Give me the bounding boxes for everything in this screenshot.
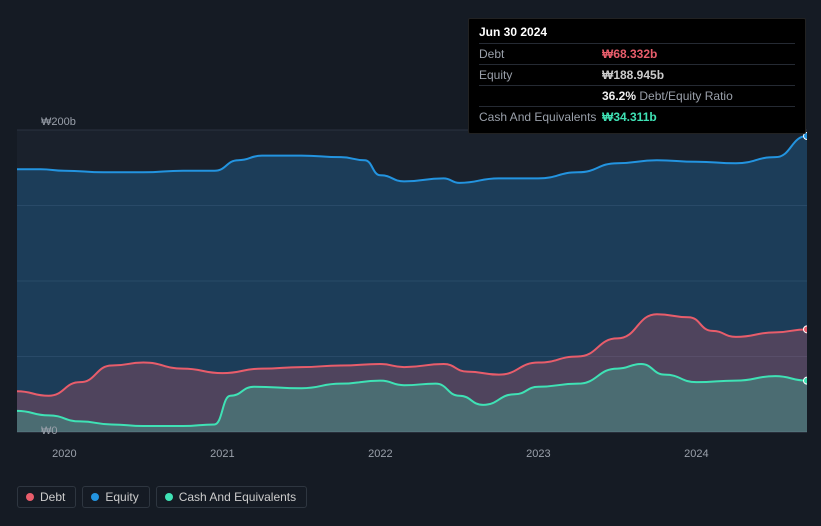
tooltip-label: Cash And Equivalents [479,110,602,124]
chart-svg [17,120,807,442]
chart-area[interactable]: ₩200b ₩0 20202021202220232024 [17,120,807,470]
legend-label: Equity [105,490,138,504]
legend-toggle-cash[interactable]: Cash And Equivalents [156,486,307,508]
x-axis-tick-label: 2024 [684,448,708,460]
tooltip-value: ₩68.332b [602,47,657,61]
legend-toggle-debt[interactable]: Debt [17,486,76,508]
x-axis-labels: 2020 2021 2022 2023 2024 [17,448,807,462]
x-axis-tick-label: 2023 [526,448,550,460]
chart-legend: Debt Equity Cash And Equivalents [17,486,307,508]
chart-tooltip: Jun 30 2024 Debt ₩68.332b Equity ₩188.94… [468,18,806,134]
legend-dot-icon [165,493,173,501]
legend-toggle-equity[interactable]: Equity [82,486,149,508]
tooltip-label [479,89,602,103]
x-axis-tick-label: 2020 [52,448,76,460]
tooltip-row-debt: Debt ₩68.332b [479,43,795,64]
x-axis-tick-label: 2022 [368,448,392,460]
x-axis-tick-label: 2021 [210,448,234,460]
legend-label: Debt [40,490,65,504]
legend-dot-icon [91,493,99,501]
tooltip-row-cash: Cash And Equivalents ₩34.311b [479,106,795,127]
legend-label: Cash And Equivalents [179,490,296,504]
tooltip-value: ₩34.311b [602,110,657,124]
y-axis-label-top: ₩200b [41,116,76,128]
tooltip-title: Jun 30 2024 [479,25,795,43]
tooltip-label: Equity [479,68,602,82]
y-axis-label-bottom: ₩0 [41,425,58,437]
tooltip-row-ratio: 36.2% Debt/Equity Ratio [479,85,795,106]
legend-dot-icon [26,493,34,501]
tooltip-ratio: 36.2% Debt/Equity Ratio [602,89,733,103]
tooltip-row-equity: Equity ₩188.945b [479,64,795,85]
tooltip-value: ₩188.945b [602,68,664,82]
tooltip-label: Debt [479,47,602,61]
